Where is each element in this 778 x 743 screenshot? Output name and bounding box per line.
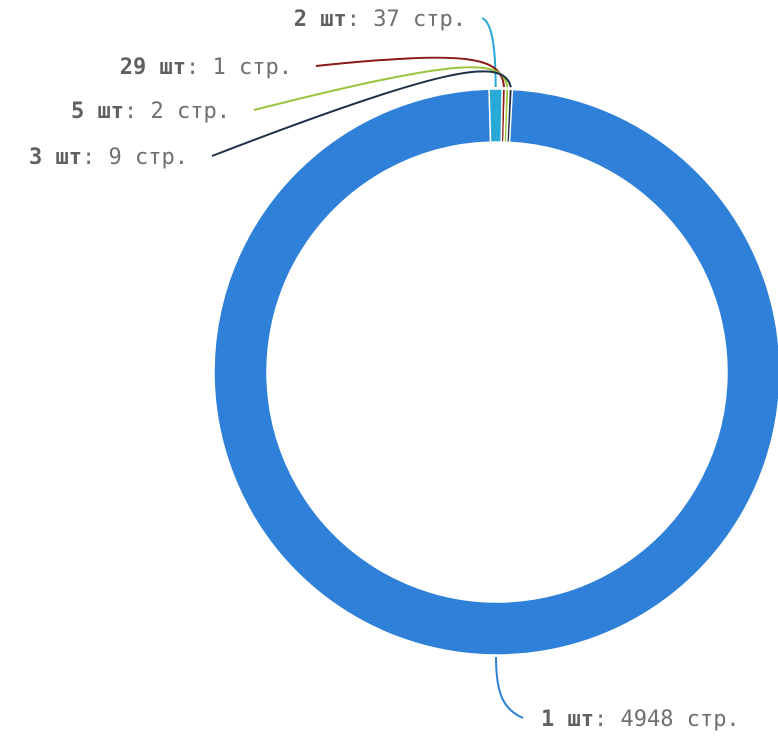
leader-line-29-шт xyxy=(315,56,505,88)
data-label-1-шт: 1 шт: 4948 стр. xyxy=(541,707,740,732)
slice-1-шт xyxy=(213,88,778,656)
chart-slices xyxy=(213,88,778,656)
leader-line-3-шт xyxy=(211,70,512,157)
leader-line-2-шт xyxy=(481,17,497,88)
slice-3-шт xyxy=(505,88,514,144)
chart-labels: 1 шт: 4948 стр. 2 шт: 37 стр.29 шт: 1 стр… xyxy=(29,7,740,732)
leader-line-5-шт xyxy=(253,66,509,111)
leader-line-1-шт xyxy=(495,656,524,719)
chart-leader-lines xyxy=(211,17,524,719)
data-label-3-шт: 3 шт: 9 стр. xyxy=(29,145,188,170)
data-label-2-шт: 2 шт: 37 стр. xyxy=(294,7,466,32)
data-label-29-шт: 29 шт: 1 стр. xyxy=(120,55,292,80)
data-label-5-шт: 5 шт: 2 стр. xyxy=(71,99,230,124)
slice-2-шт xyxy=(488,88,504,143)
